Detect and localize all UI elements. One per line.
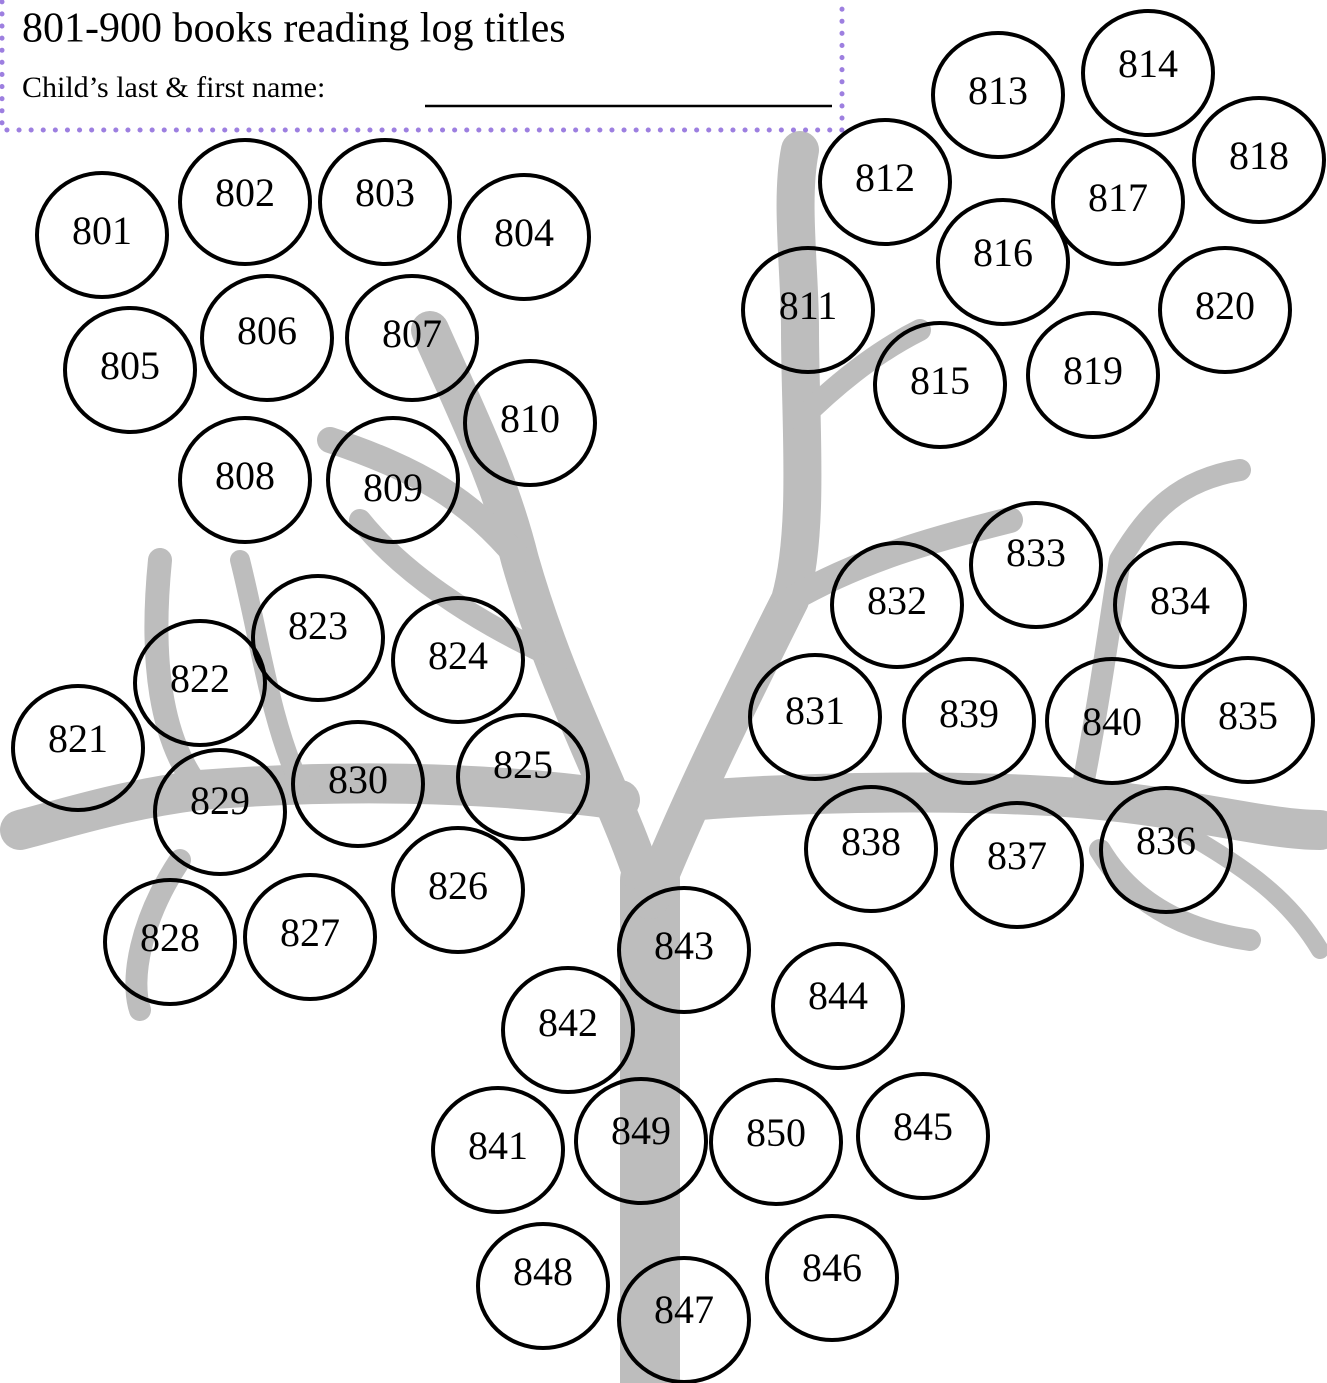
circle-label: 805 <box>100 343 160 388</box>
circle-label: 849 <box>611 1108 671 1153</box>
circle-label: 822 <box>170 656 230 701</box>
circle-label: 804 <box>494 210 554 255</box>
circle-label: 836 <box>1136 818 1196 863</box>
circle-label: 835 <box>1218 693 1278 738</box>
circle-label: 812 <box>855 155 915 200</box>
circle-label: 844 <box>808 973 868 1018</box>
circle-label: 810 <box>500 396 560 441</box>
circle-label: 823 <box>288 603 348 648</box>
circle-label: 820 <box>1195 283 1255 328</box>
circle-label: 846 <box>802 1245 862 1290</box>
circle-label: 802 <box>215 170 275 215</box>
worksheet: 801-900 books reading log titles Child’s… <box>0 0 1327 1383</box>
circle-label: 801 <box>72 208 132 253</box>
circle-label: 808 <box>215 453 275 498</box>
circle-label: 826 <box>428 863 488 908</box>
circle-label: 828 <box>140 915 200 960</box>
circle-label: 803 <box>355 170 415 215</box>
circle-label: 824 <box>428 633 488 678</box>
circle-label: 811 <box>779 283 838 328</box>
circle-label: 831 <box>785 688 845 733</box>
name-label: Child’s last & first name: <box>22 71 325 104</box>
circle-label: 838 <box>841 819 901 864</box>
circle-label: 843 <box>654 923 714 968</box>
circle-label: 819 <box>1063 348 1123 393</box>
circle-label: 830 <box>328 757 388 802</box>
circle-label: 827 <box>280 910 340 955</box>
circle-label: 807 <box>382 311 442 356</box>
circle-label: 833 <box>1006 530 1066 575</box>
circle-label: 809 <box>363 465 423 510</box>
title: 801-900 books reading log titles <box>22 6 566 52</box>
circle-label: 841 <box>468 1123 528 1168</box>
circle-label: 834 <box>1150 578 1210 623</box>
circle-label: 816 <box>973 230 1033 275</box>
circle-label: 848 <box>513 1249 573 1294</box>
circle-label: 815 <box>910 358 970 403</box>
circle-label: 837 <box>987 833 1047 878</box>
circle-label: 839 <box>939 691 999 736</box>
circle-label: 832 <box>867 578 927 623</box>
circle-label: 842 <box>538 1000 598 1045</box>
circle-label: 806 <box>237 308 297 353</box>
circle-label: 817 <box>1088 175 1148 220</box>
circle-label: 814 <box>1118 41 1178 86</box>
circle-label: 813 <box>968 68 1028 113</box>
circle-label: 850 <box>746 1110 806 1155</box>
circle-label: 825 <box>493 742 553 787</box>
circle-label: 818 <box>1229 133 1289 178</box>
circle-label: 821 <box>48 716 108 761</box>
circle-label: 829 <box>190 778 250 823</box>
circle-label: 845 <box>893 1104 953 1149</box>
circle-label: 847 <box>654 1287 714 1332</box>
circle-label: 840 <box>1082 699 1142 744</box>
